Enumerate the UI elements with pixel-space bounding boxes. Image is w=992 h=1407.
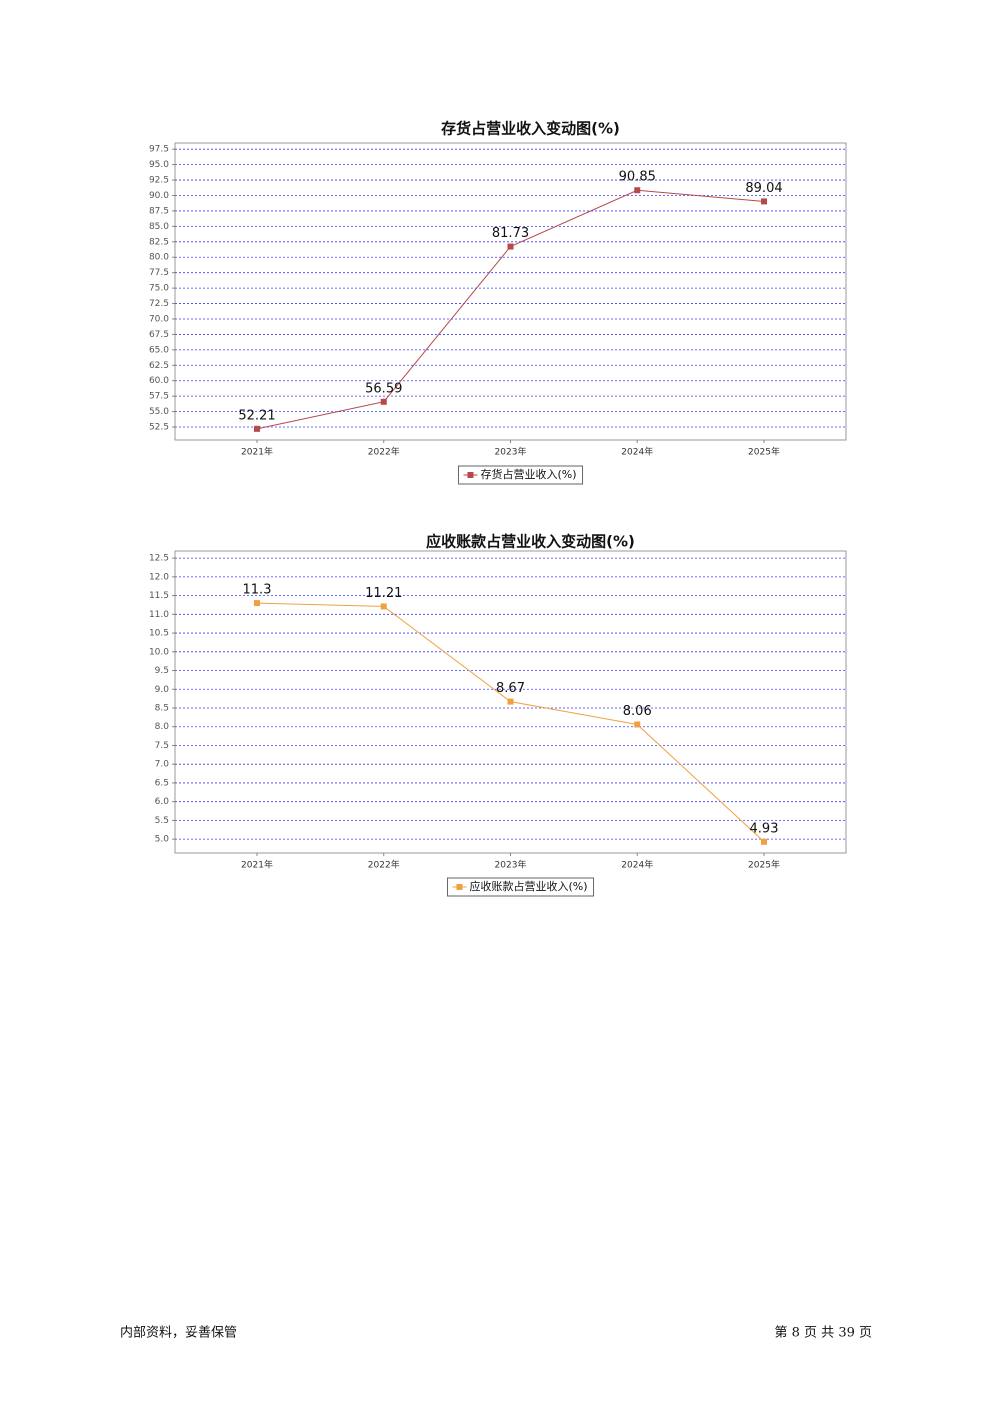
- x-tick-label: 2025年: [748, 446, 780, 458]
- y-tick-label: 12.0: [149, 572, 169, 582]
- value-label: 81.73: [492, 226, 529, 241]
- y-tick-label: 87.5: [149, 206, 169, 216]
- footer-page: 第 8 页 共 39 页: [775, 1326, 872, 1341]
- point: [634, 187, 641, 194]
- y-tick-label: 5.0: [155, 835, 170, 845]
- y-tick-label: 9.5: [155, 666, 169, 676]
- value-label: 8.67: [496, 681, 525, 696]
- y-tick-label: 10.5: [149, 629, 169, 639]
- x-tick-label: 2021年: [241, 446, 273, 458]
- y-tick-label: 90.0: [149, 191, 169, 201]
- legend-box: [446, 877, 595, 897]
- value-label: 11.21: [365, 586, 402, 601]
- y-tick-label: 7.0: [155, 760, 170, 770]
- y-tick-label: 8.5: [155, 703, 169, 713]
- y-tick-label: 80.0: [149, 253, 169, 263]
- point: [507, 698, 514, 705]
- value-label: 56.59: [365, 381, 402, 396]
- y-tick-label: 92.5: [149, 176, 169, 186]
- value-label: 4.93: [750, 821, 779, 836]
- x-tick-label: 2024年: [621, 446, 653, 458]
- legend-label: 应收账款占营业收入(%): [469, 879, 587, 893]
- x-tick-label: 2023年: [495, 446, 527, 458]
- y-tick-label: 11.0: [149, 610, 169, 620]
- x-tick-label: 2025年: [748, 859, 780, 871]
- chart-title: 应收账款占营业收入变动图(%): [426, 533, 635, 551]
- y-tick-label: 12.5: [149, 554, 169, 564]
- y-tick-label: 65.0: [149, 345, 169, 355]
- y-tick-label: 8.0: [155, 722, 170, 732]
- value-label: 89.04: [745, 181, 782, 196]
- point: [254, 425, 260, 432]
- value-label: 11.3: [243, 583, 272, 598]
- y-tick-label: 75.0: [149, 284, 169, 294]
- y-tick-label: 7.5: [155, 741, 169, 751]
- y-tick-label: 60.0: [149, 376, 169, 386]
- legend: 应收账款占营业收入(%): [446, 877, 595, 897]
- point: [507, 243, 514, 250]
- y-tick-label: 82.5: [149, 237, 169, 247]
- y-tick-label: 5.5: [155, 816, 169, 826]
- x-tick-label: 2022年: [368, 859, 400, 871]
- value-label: 90.85: [619, 170, 656, 185]
- footer-left: 内部资料，妥善保管: [120, 1325, 237, 1341]
- legend-label: 存货占营业收入(%): [480, 467, 576, 481]
- point: [380, 398, 387, 405]
- y-tick-label: 55.0: [149, 407, 169, 417]
- x-tick-label: 2023年: [495, 859, 527, 871]
- legend-marker: [456, 884, 463, 890]
- y-tick-label: 11.5: [149, 591, 169, 601]
- point: [761, 838, 767, 845]
- x-tick-label: 2021年: [241, 859, 273, 871]
- y-tick-label: 52.5: [149, 423, 169, 433]
- value-label: 52.21: [238, 408, 275, 423]
- plot-area: [174, 142, 847, 441]
- y-tick-label: 9.0: [155, 685, 170, 695]
- y-tick-label: 6.0: [155, 797, 170, 807]
- y-tick-label: 57.5: [149, 392, 169, 402]
- legend-marker: [467, 472, 474, 478]
- y-tick-label: 95.0: [149, 160, 169, 170]
- point: [634, 721, 641, 728]
- legend: 存货占营业收入(%): [457, 465, 584, 485]
- point: [254, 600, 260, 607]
- y-tick-label: 70.0: [149, 314, 169, 324]
- y-tick-label: 67.5: [149, 330, 169, 340]
- y-tick-label: 85.0: [149, 222, 169, 232]
- x-tick-label: 2024年: [621, 859, 653, 871]
- y-tick-label: 97.5: [149, 145, 169, 155]
- point: [761, 198, 767, 205]
- value-label: 8.06: [623, 704, 652, 719]
- point: [380, 603, 387, 610]
- legend-box: [457, 465, 584, 485]
- y-tick-label: 10.0: [149, 647, 169, 657]
- y-tick-label: 62.5: [149, 361, 169, 371]
- y-tick-label: 72.5: [149, 299, 169, 309]
- y-tick-label: 6.5: [155, 778, 169, 788]
- x-tick-label: 2022年: [368, 446, 400, 458]
- y-tick-label: 77.5: [149, 268, 169, 278]
- chart-title: 存货占营业收入变动图(%): [441, 120, 620, 138]
